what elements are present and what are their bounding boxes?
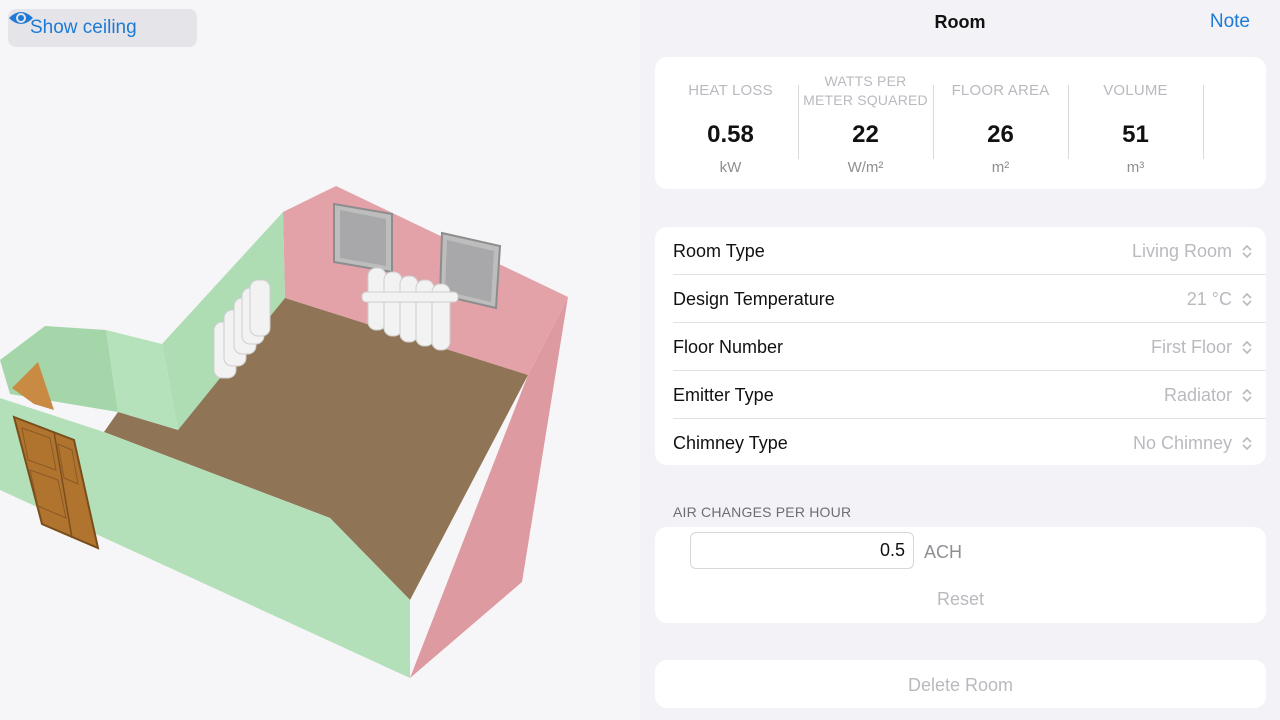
alcove-door-back [12, 362, 54, 410]
room-3d-model[interactable] [0, 0, 640, 720]
divider [933, 85, 934, 159]
room-3d-viewport[interactable]: Show ceiling [0, 0, 640, 720]
air-changes-heading: AIR CHANGES PER HOUR [673, 504, 852, 520]
stat-unit: W/m² [847, 159, 884, 176]
stat-value: ' [1203, 121, 1266, 149]
stat-value: 26 [987, 121, 1014, 148]
stat-value: 22 [852, 121, 879, 148]
chevron-up-down-icon [1242, 388, 1252, 403]
divider [673, 322, 1266, 323]
stat-value: 0.58 [707, 121, 754, 148]
row-label: Chimney Type [673, 433, 788, 453]
note-button[interactable]: Note [1209, 11, 1250, 32]
row-value: First Floor [1151, 337, 1232, 357]
stat-caption: VOLUME [1103, 82, 1168, 99]
show-ceiling-button[interactable]: Show ceiling [8, 9, 197, 47]
room-type-row[interactable]: Room Type Living Room [655, 227, 1266, 275]
chevron-up-down-icon [1242, 340, 1252, 355]
stat-value: 51 [1122, 121, 1149, 148]
window-2 [438, 231, 502, 310]
room-properties-list: Room Type Living Room Design Temperature… [655, 227, 1266, 465]
divider [673, 418, 1266, 419]
radiator-left [213, 279, 271, 379]
stat-caption: H [1203, 82, 1266, 99]
floor-number-row[interactable]: Floor Number First Floor [655, 323, 1266, 371]
stat-caption: FLOOR AREA [951, 82, 1050, 99]
show-ceiling-label: Show ceiling [30, 17, 137, 38]
page-title: Room [934, 12, 986, 32]
delete-room-label: Delete Room [907, 675, 1014, 695]
divider [1068, 85, 1069, 159]
wall-front [0, 398, 410, 678]
stat-caption: HEAT LOSS [688, 82, 773, 99]
divider [673, 274, 1266, 275]
stat-unit: m² [991, 159, 1010, 176]
wall-alcove-back [106, 330, 178, 430]
chevron-up-down-icon [1242, 436, 1252, 451]
stat-caption-line2: METER SQUARED [803, 92, 928, 108]
wall-right [410, 297, 568, 678]
wall-alcove-left [0, 326, 118, 412]
air-changes-unit: ACH [924, 542, 963, 562]
stat-watts-per-m2: WATTS PER METER SQUARED 22 W/m² [798, 57, 933, 189]
eye-icon [9, 12, 33, 24]
reset-button[interactable]: Reset [936, 589, 985, 609]
row-value: 21 °C [1186, 289, 1232, 309]
delete-room-button[interactable]: Delete Room [655, 660, 1266, 708]
row-value: Radiator [1163, 385, 1232, 405]
stat-floor-area: FLOOR AREA 26 m² [933, 57, 1068, 189]
stat-caption-line1: WATTS PER [824, 73, 907, 89]
row-label: Room Type [673, 241, 765, 261]
emitter-type-row[interactable]: Emitter Type Radiator [655, 371, 1266, 419]
stats-card[interactable]: HEAT LOSS 0.58 kW WATTS PER METER SQUARE… [655, 57, 1266, 189]
divider [1203, 85, 1204, 159]
floor [104, 298, 528, 600]
row-label: Design Temperature [673, 289, 835, 309]
chimney-type-row[interactable]: Chimney Type No Chimney [655, 419, 1266, 465]
stat-caption: WATTS PER METER SQUARED [798, 72, 933, 110]
stat-heat-loss: HEAT LOSS 0.58 kW [663, 57, 798, 189]
air-changes-card: ACH Reset [655, 527, 1266, 623]
row-label: Floor Number [673, 337, 784, 357]
row-label: Emitter Type [673, 385, 774, 405]
radiator-back [361, 267, 459, 351]
chevron-up-down-icon [1242, 244, 1252, 259]
row-value: Living Room [1131, 241, 1232, 261]
stat-partial: H ' [1203, 57, 1266, 189]
chevron-up-down-icon [1242, 292, 1252, 307]
window-1 [333, 202, 393, 274]
room-details-panel: Room Note HEAT LOSS 0.58 kW WATTS PER ME… [640, 0, 1280, 720]
row-value: No Chimney [1132, 433, 1232, 453]
stat-unit: m³ [1126, 159, 1145, 176]
nav-bar: Room Note [640, 0, 1280, 44]
design-temperature-row[interactable]: Design Temperature 21 °C [655, 275, 1266, 323]
stat-volume: VOLUME 51 m³ [1068, 57, 1203, 189]
divider [798, 85, 799, 159]
stat-unit: kW [719, 159, 742, 176]
air-changes-input[interactable] [690, 532, 914, 569]
divider [673, 370, 1266, 371]
